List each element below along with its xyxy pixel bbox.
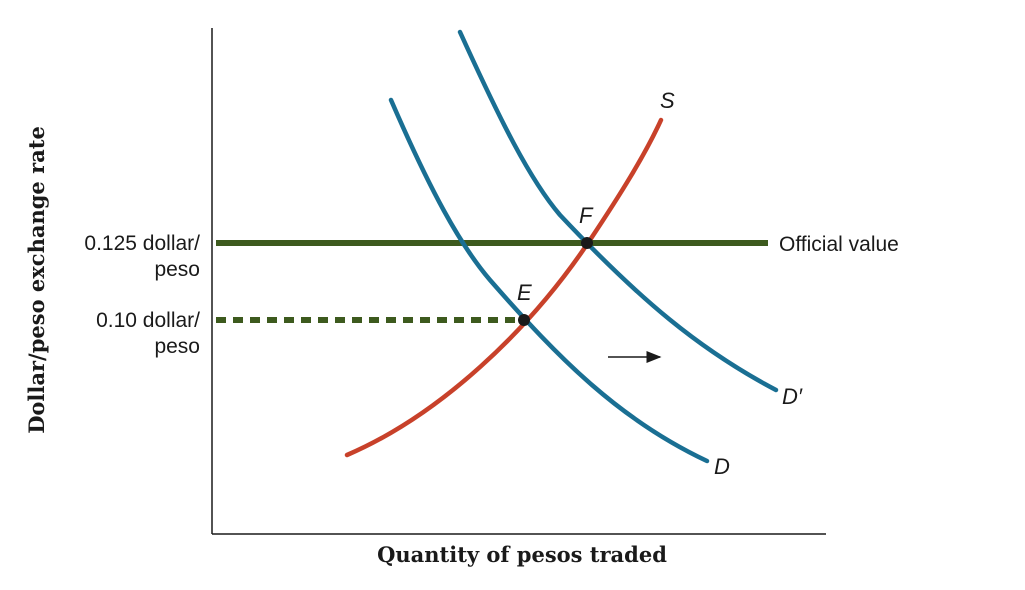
ytick-0125-line1: 0.125 dollar/ bbox=[84, 232, 200, 255]
label-point-f: F bbox=[579, 203, 594, 228]
y-axis-title: Dollar/peso exchange rate bbox=[24, 126, 49, 434]
label-s: S bbox=[660, 88, 675, 113]
label-d-prime: D′ bbox=[782, 384, 803, 409]
demand-curve-d-prime bbox=[457, 29, 779, 393]
point-f bbox=[581, 237, 593, 249]
ytick-010-line2: peso bbox=[154, 335, 200, 358]
ytick-010-line1: 0.10 dollar/ bbox=[96, 309, 200, 332]
official-value-label: Official value bbox=[779, 233, 899, 256]
point-e bbox=[518, 314, 530, 326]
label-point-e: E bbox=[517, 280, 532, 305]
supply-curve-s bbox=[344, 117, 664, 458]
x-axis-title: Quantity of pesos traded bbox=[377, 542, 667, 567]
label-d: D bbox=[714, 454, 730, 479]
demand-curve-d bbox=[388, 97, 710, 464]
ytick-0125-line2: peso bbox=[154, 258, 200, 281]
